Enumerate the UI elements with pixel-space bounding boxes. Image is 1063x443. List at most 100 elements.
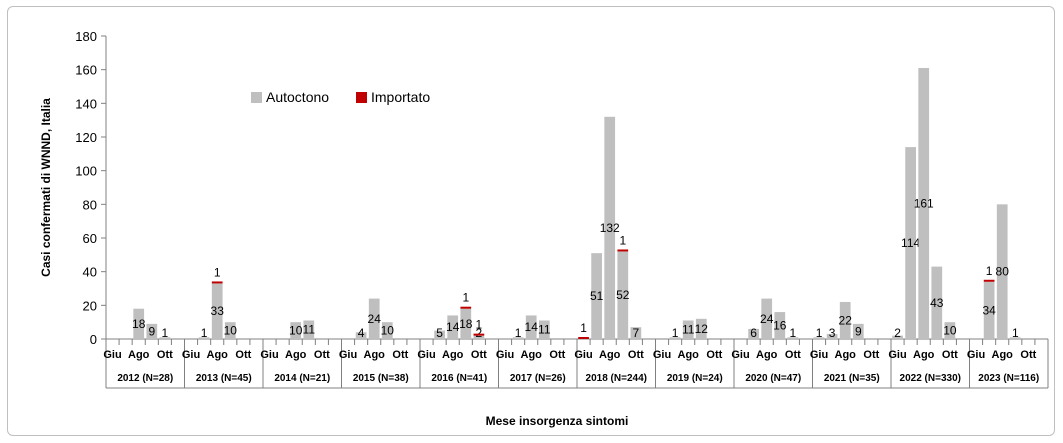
month-tick-label: Ott [157,349,173,361]
y-tick-label: 160 [75,63,97,78]
bar-autoctono [944,322,956,339]
month-tick-label: Ago [913,349,935,361]
bar-autoctono [604,116,616,339]
year-group-label: 2021 (N=35) [824,373,880,384]
bar-autoctono [892,335,903,339]
bar-value-label: 14 [446,320,460,334]
bar-autoctono [133,308,145,339]
month-tick-label: Ago [207,349,229,361]
bar-importato [983,279,995,282]
bar-value-label: 9 [855,324,862,338]
month-tick-label: Giu [967,349,985,361]
bar-autoctono [852,323,864,339]
bar-autoctono [224,322,236,339]
bar-value-label: 3 [829,326,836,340]
year-group-label: 2013 (N=45) [196,373,252,384]
month-tick-label: Ago [285,349,307,361]
year-group-label: 2020 (N=47) [745,373,801,384]
bar-importato [473,333,485,336]
month-tick-label: Ago [599,349,621,361]
month-tick-label: Ott [785,349,801,361]
month-tick-label: Ott [471,349,487,361]
bar-value-label: 1 [201,326,208,340]
bar-value-label: 1 [816,326,823,340]
month-tick-label: Giu [653,349,671,361]
y-tick-label: 80 [83,197,97,212]
bar-value-label: 2 [894,326,901,340]
bar-value-label-importato: 1 [619,233,626,247]
y-tick-label: 120 [75,130,97,145]
bar-importato [617,249,629,252]
month-tick-label: Ott [628,349,644,361]
bar-value-label: 11 [682,323,695,337]
bar-autoctono [512,337,524,339]
month-tick-label: Ago [364,349,386,361]
bar-autoctono [996,204,1008,339]
year-group-label: 2014 (N=21) [274,373,330,384]
bar-autoctono [368,298,380,339]
bar-value-label: 16 [773,319,787,333]
bar-value-label: 114 [901,236,920,250]
bar-value-label: 24 [368,312,382,326]
bar-autoctono [198,337,210,339]
month-tick-label: Ago [521,349,543,361]
bar-importato [460,306,472,309]
bar-value-label: 10 [224,324,238,338]
y-axis-title: Casi confermati di WNND, Italia [39,98,53,277]
bar-autoctono [473,335,485,339]
bar-value-label: 9 [148,324,155,338]
bar-autoctono [761,298,773,339]
bar-value-label: 5 [436,326,443,340]
bar-value-label: 43 [930,296,944,310]
bar-value-label: 10 [943,324,957,338]
month-tick-label: Ott [706,349,722,361]
bar-value-label: 10 [289,324,303,338]
month-tick-label: Ago [835,349,857,361]
bar-value-label: 6 [750,326,757,340]
bar-value-label: 22 [839,313,853,327]
bar-value-label: 132 [600,221,620,235]
month-tick-label: Ott [942,349,958,361]
bar-value-label: 2 [476,326,483,340]
bar-value-label: 80 [996,265,1010,279]
bar-value-label-importato: 1 [462,291,469,305]
bar-value-label: 51 [590,289,604,303]
bar-value-label: 1 [1012,326,1019,340]
month-tick-label: Giu [103,349,121,361]
bar-value-label-importato: 1 [986,264,993,278]
bar-autoctono [381,322,393,339]
bar-autoctono [918,67,930,339]
bar-autoctono [695,318,707,339]
chart-frame: 0 20 40 60 80 100 120 140 160 180 Casi confermati … [7,6,1055,436]
x-axis-title: Mese insorgenza sintomi [486,414,629,428]
legend-label: Autoctono [266,89,329,105]
bar-value-label: 14 [525,320,539,334]
year-group-label: 2015 (N=38) [353,373,409,384]
bar-importato [211,281,223,284]
month-tick-label: Giu [810,349,828,361]
bar-autoctono [211,283,223,339]
bar-autoctono [669,337,681,339]
bar-value-label: 1 [162,326,169,340]
bar-autoctono [931,266,943,339]
month-tick-label: Giu [417,349,435,361]
bar-autoctono [146,323,158,339]
bar-value-label: 7 [633,326,640,340]
month-tick-label: Giu [182,349,200,361]
year-group-label: 2023 (N=116) [978,373,1039,384]
bar-value-label: 161 [914,196,934,210]
bar-value-label: 1 [515,326,522,340]
bar-autoctono [434,330,445,339]
bar-value-label: 11 [538,323,551,337]
bar-value-label: 33 [211,304,225,318]
month-tick-label: Giu [339,349,357,361]
month-tick-label: Ago [756,349,778,361]
y-tick-label: 100 [75,164,97,179]
bar-autoctono [774,312,786,339]
y-tick-label: 140 [75,96,97,111]
bar-value-label: 52 [616,288,630,302]
bar-value-label: 10 [381,324,395,338]
bar-autoctono [748,328,759,339]
month-tick-label: Ago [128,349,150,361]
